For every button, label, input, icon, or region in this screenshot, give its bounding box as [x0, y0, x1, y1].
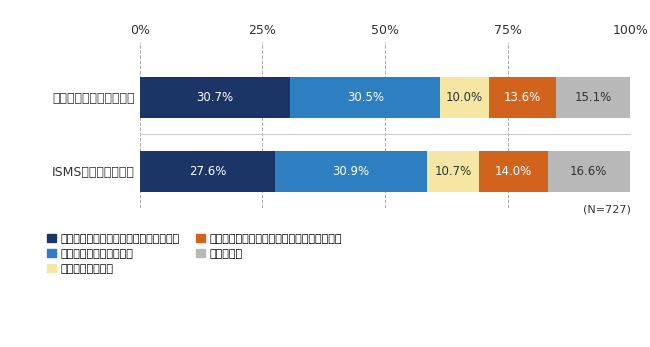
Text: 30.5%: 30.5% [346, 91, 384, 104]
Bar [440, 77, 489, 118]
Text: 30.9%: 30.9% [332, 165, 370, 178]
Bar [140, 151, 275, 192]
Bar [275, 151, 427, 192]
Bar [291, 77, 440, 118]
Bar [548, 151, 629, 192]
Legend: 以前より重視しており、今後も重視する, 重視するように変わった, 重視しなくなった, 以前より重視しておらず、今後も重視しない, わからない: 以前より重視しており、今後も重視する, 重視するように変わった, 重視しなくなっ… [47, 234, 343, 274]
Text: 10.7%: 10.7% [434, 165, 472, 178]
Text: (N=727): (N=727) [582, 204, 630, 214]
Bar [489, 77, 556, 118]
Text: 10.0%: 10.0% [446, 91, 483, 104]
Text: 27.6%: 27.6% [188, 165, 226, 178]
Text: 16.6%: 16.6% [570, 165, 608, 178]
Bar [479, 151, 548, 192]
Bar [556, 77, 630, 118]
Text: 13.6%: 13.6% [504, 91, 541, 104]
Text: 14.0%: 14.0% [495, 165, 532, 178]
Bar [427, 151, 479, 192]
Bar [140, 77, 291, 118]
Text: 30.7%: 30.7% [196, 91, 233, 104]
Text: 15.1%: 15.1% [575, 91, 612, 104]
